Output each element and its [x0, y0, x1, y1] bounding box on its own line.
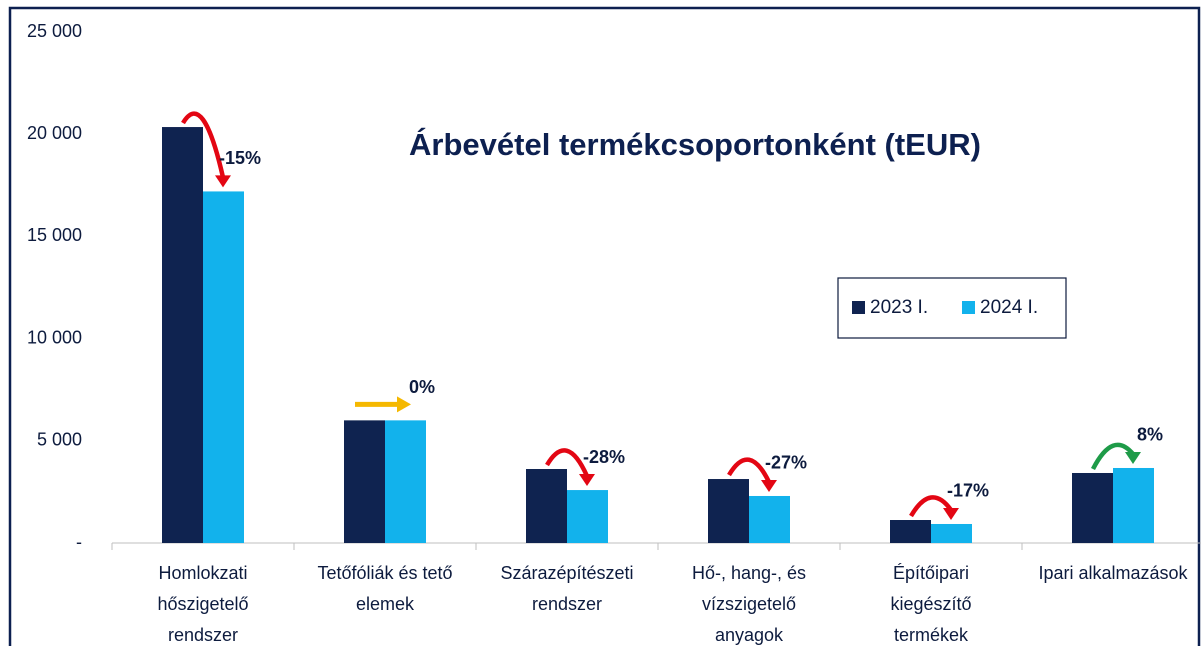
- change-arrow-head: [761, 479, 777, 492]
- chart-title: Árbevétel termékcsoportonként (tEUR): [409, 127, 981, 162]
- bar: [1113, 467, 1154, 543]
- change-label: -27%: [765, 453, 807, 473]
- x-tick-label-line: Homlokzati: [158, 563, 247, 583]
- x-tick-label-line: Ipari alkalmazások: [1038, 563, 1188, 583]
- change-arrow-head: [397, 396, 411, 413]
- x-tick-label: Hő-, hang-, és vízszigetelő anyagok: [692, 563, 806, 645]
- x-tick-label-line: Tetőfóliák és tető: [317, 563, 452, 583]
- y-tick-label: 10 000: [27, 327, 82, 347]
- x-tick-label: Ipari alkalmazások: [1038, 563, 1188, 583]
- x-tick-label-line: kiegészítő: [890, 594, 971, 614]
- x-tick-label-line: Szárazépítészeti: [500, 563, 633, 583]
- bar: [890, 520, 931, 543]
- change-arrow: [727, 457, 772, 483]
- x-tick-label-line: anyagok: [715, 625, 784, 645]
- bar: [708, 479, 749, 543]
- y-tick-label: 5 000: [37, 430, 82, 450]
- change-arrow: [909, 495, 953, 518]
- bar: [526, 469, 567, 543]
- x-tick-label-line: hőszigetelő: [157, 594, 248, 614]
- change-arrow-head: [579, 474, 595, 487]
- change-arrow-head: [215, 175, 231, 188]
- x-tick-label-line: termékek: [894, 625, 969, 645]
- x-tick-label-line: Építőipari: [893, 563, 969, 583]
- x-tick-label: Homlokzati hőszigetelő rendszer: [157, 563, 248, 645]
- x-tick-label-line: vízszigetelő: [702, 594, 796, 614]
- bar: [162, 127, 203, 544]
- x-tick-label-line: elemek: [356, 594, 415, 614]
- change-arrow: [181, 111, 226, 178]
- x-tick-label-line: rendszer: [532, 594, 602, 614]
- bar: [931, 523, 972, 543]
- y-tick-label: 15 000: [27, 225, 82, 245]
- x-tick-label: Szárazépítészeti rendszer: [500, 563, 633, 614]
- bar: [385, 420, 426, 543]
- bar: [203, 191, 244, 543]
- change-label: 0%: [409, 377, 435, 397]
- bar: [344, 420, 385, 543]
- change-label: -17%: [947, 481, 989, 501]
- change-arrow-head: [943, 507, 959, 520]
- bar: [1072, 472, 1113, 543]
- x-tick-label-line: rendszer: [168, 625, 238, 645]
- y-tick-label: -: [76, 532, 82, 552]
- bar: [567, 490, 608, 543]
- legend-label: 2023 I.: [870, 297, 928, 318]
- change-label: -15%: [219, 148, 261, 168]
- x-tick-label: Tetőfóliák és tető elemek: [317, 563, 452, 614]
- y-tick-label: 20 000: [27, 123, 82, 143]
- legend-box: [837, 277, 1067, 339]
- y-tick-label: 25 000: [27, 21, 82, 41]
- change-label: 8%: [1137, 425, 1163, 445]
- change-arrow-head: [1125, 451, 1141, 464]
- x-tick-label-line: Hő-, hang-, és: [692, 563, 806, 583]
- change-arrow: [1090, 442, 1135, 471]
- frame: [8, 6, 1201, 646]
- change-label: -28%: [583, 447, 625, 467]
- bar: [749, 495, 790, 543]
- legend-swatch: [962, 301, 975, 314]
- x-tick-label: Építőipari kiegészítő termékek: [890, 563, 971, 645]
- legend-swatch: [852, 301, 865, 314]
- legend-label: 2024 I.: [980, 297, 1038, 318]
- change-arrow: [545, 448, 590, 477]
